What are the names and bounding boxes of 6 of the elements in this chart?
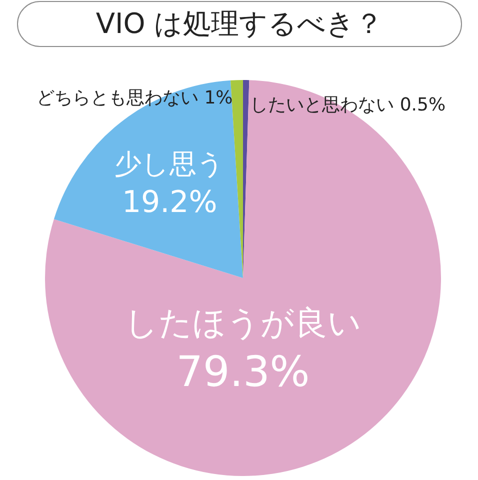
- data-label: 19.2%: [122, 184, 218, 220]
- data-label: 79.3%: [176, 346, 310, 396]
- slice-label: 少し思う: [114, 149, 225, 180]
- slice-label: したいと思わない 0.5%: [250, 94, 446, 116]
- slice-label: したほうが良い: [124, 302, 362, 342]
- chart-title: VIO は処理するべき？: [96, 7, 384, 40]
